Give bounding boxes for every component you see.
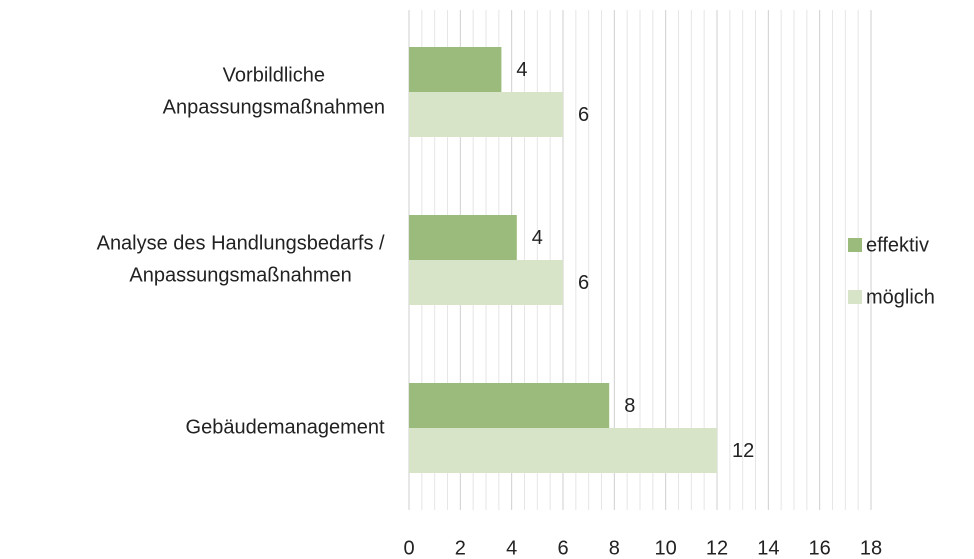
data-label: 6 [578, 104, 589, 126]
bar [409, 92, 563, 137]
bar [409, 383, 610, 428]
bar [409, 215, 517, 260]
bar [409, 260, 563, 305]
x-tick-label: 14 [757, 537, 779, 559]
category-label: Analyse des Handlungsbedarfs / Anpassungs… [97, 232, 385, 286]
x-tick-label: 2 [455, 537, 466, 559]
legend-swatch [848, 238, 862, 252]
x-tick-label: 6 [557, 537, 568, 559]
legend-label: effektiv [866, 234, 929, 256]
y-tick-label: Gebäudemanagement [186, 416, 385, 438]
data-label: 8 [624, 395, 635, 417]
y-tick-label: Analyse des Handlungsbedarfs / [97, 232, 385, 254]
x-tick-label: 0 [403, 537, 414, 559]
x-tick-label: 16 [809, 537, 831, 559]
data-label: 12 [732, 440, 754, 462]
x-tick-label: 4 [506, 537, 517, 559]
x-tick-label: 8 [609, 537, 620, 559]
data-label: 4 [532, 227, 543, 249]
data-label: 4 [516, 59, 527, 81]
data-label: 6 [578, 272, 589, 294]
y-tick-label: Vorbildliche [223, 64, 325, 86]
legend-label: möglich [866, 286, 935, 308]
x-tick-label: 18 [860, 537, 882, 559]
y-tick-label: Anpassungsmaßnahmen [129, 264, 351, 286]
bar [409, 47, 502, 92]
y-tick-label: Anpassungsmaßnahmen [163, 96, 385, 118]
x-tick-label: 10 [655, 537, 677, 559]
category-label: Gebäudemanagement [186, 416, 385, 438]
bar [409, 428, 717, 473]
legend-swatch [848, 290, 862, 304]
x-tick-label: 12 [706, 537, 728, 559]
category-label: Vorbildliche Anpassungsmaßnahmen [163, 64, 385, 118]
